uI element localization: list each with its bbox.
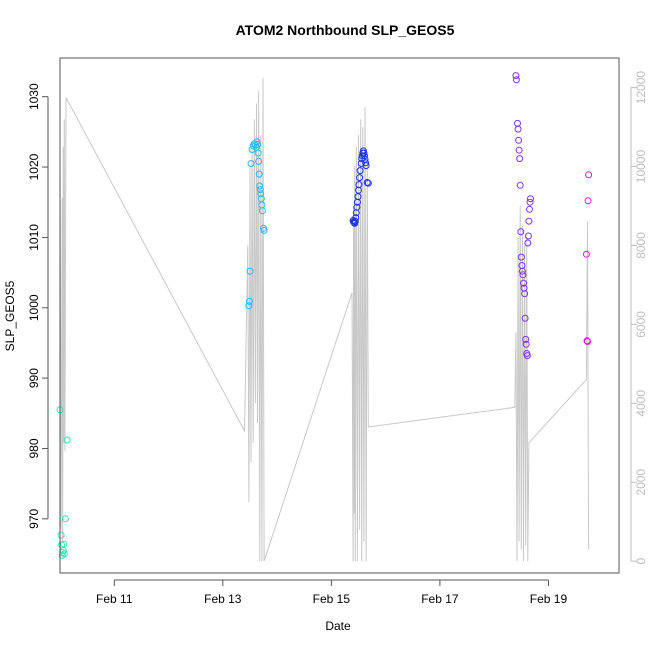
x-axis-label: Date — [325, 619, 351, 633]
data-point-70 — [519, 271, 527, 279]
data-point-82 — [526, 205, 533, 213]
data-point-69 — [518, 267, 526, 275]
y2-tick-label-10000: 10000 — [634, 150, 648, 184]
data-point-67 — [517, 253, 525, 261]
data-point-19 — [253, 138, 261, 146]
secondary-series-line — [59, 77, 590, 562]
y2-tick-label-0: 0 — [634, 558, 648, 565]
data-point-65 — [516, 181, 524, 189]
data-point-23 — [255, 170, 263, 178]
data-point-56 — [363, 179, 371, 186]
data-point-61 — [514, 125, 522, 133]
y-axis-label: SLP_GEOS5 — [3, 280, 17, 351]
data-point-22 — [255, 157, 263, 165]
data-point-60 — [514, 119, 521, 127]
data-point-45 — [356, 167, 364, 175]
data-point-7 — [60, 550, 68, 558]
y2-tick-label-6000: 6000 — [634, 311, 648, 338]
data-point-28 — [258, 201, 266, 209]
x-axis: Feb 11 Feb 13 Feb 15 Feb 17 Feb 19 — [96, 579, 568, 606]
y2-tick-label-8000: 8000 — [634, 232, 648, 259]
data-point-54 — [362, 159, 370, 167]
data-point-88 — [584, 197, 592, 205]
plot-layer — [56, 72, 593, 562]
y2-tick-label-4000: 4000 — [634, 390, 648, 417]
data-point-89 — [585, 171, 593, 179]
data-point-39 — [353, 203, 361, 211]
data-point-21 — [254, 149, 262, 157]
data-point-37 — [352, 214, 360, 222]
data-point-25 — [256, 186, 264, 194]
data-point-11 — [245, 297, 253, 305]
data-point-63 — [515, 146, 523, 154]
y-tick-label-990: 990 — [27, 368, 41, 388]
data-point-71 — [520, 279, 527, 287]
data-point-52 — [361, 152, 368, 160]
data-point-20 — [254, 141, 261, 148]
data-point-79 — [524, 239, 532, 247]
data-point-10 — [245, 302, 253, 310]
x-tick-label-19: Feb 19 — [530, 592, 568, 606]
y-tick-label-1030: 1030 — [27, 83, 41, 110]
y-tick-label-970: 970 — [27, 508, 41, 528]
data-point-29 — [258, 207, 266, 215]
data-point-78 — [523, 352, 531, 360]
data-point-76 — [522, 340, 530, 348]
data-point-73 — [521, 290, 529, 298]
data-point-13 — [247, 160, 255, 167]
y-axis-left: 970 980 990 1000 1010 1020 1030 — [27, 83, 49, 529]
data-point-87 — [584, 338, 591, 345]
x-tick-label-17: Feb 17 — [421, 592, 459, 606]
data-point-12 — [246, 267, 254, 275]
data-point-1 — [57, 531, 65, 539]
data-point-43 — [355, 181, 363, 189]
y-axis-right: 0 2000 4000 6000 8000 10000 12000 — [630, 71, 648, 565]
y2-tick-label-2000: 2000 — [634, 469, 648, 496]
data-point-83 — [526, 198, 534, 206]
data-point-64 — [516, 155, 524, 163]
data-point-62 — [515, 136, 523, 144]
data-point-24 — [256, 182, 264, 190]
data-point-59 — [512, 76, 520, 84]
data-point-58 — [512, 72, 520, 80]
data-point-36 — [351, 217, 359, 225]
data-point-55 — [362, 162, 370, 170]
data-point-6 — [60, 540, 68, 548]
data-point-44 — [356, 174, 364, 182]
y-tick-label-1020: 1020 — [27, 153, 41, 180]
plot-frame — [59, 57, 620, 574]
data-point-84 — [527, 195, 534, 203]
data-point-74 — [521, 314, 529, 322]
y2-tick-label-12000: 12000 — [634, 71, 648, 105]
x-tick-label-15: Feb 15 — [313, 592, 351, 606]
data-point-31 — [260, 226, 268, 234]
x-tick-label-13: Feb 13 — [204, 592, 242, 606]
x-tick-label-11: Feb 11 — [96, 592, 133, 606]
data-point-80 — [524, 232, 532, 240]
data-point-66 — [517, 228, 525, 236]
data-point-75 — [522, 335, 530, 343]
chart-title: ATOM2 Northbound SLP_GEOS5 — [236, 22, 455, 38]
data-point-57 — [364, 179, 372, 187]
data-point-81 — [525, 217, 533, 225]
data-point-85 — [582, 250, 590, 258]
y-tick-label-1010: 1010 — [27, 224, 41, 251]
data-point-8 — [61, 515, 69, 523]
y-tick-label-980: 980 — [27, 438, 41, 458]
y-tick-label-1000: 1000 — [27, 294, 41, 321]
data-point-9 — [63, 436, 71, 444]
data-point-26 — [257, 190, 265, 198]
